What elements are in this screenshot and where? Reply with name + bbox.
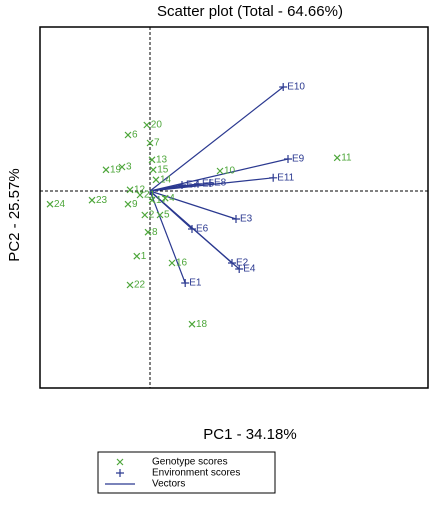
point-label: 16 — [176, 258, 188, 269]
point-label: 24 — [54, 199, 66, 210]
vector — [149, 158, 289, 192]
vector — [149, 190, 237, 220]
genotype-point — [102, 166, 110, 174]
point-label: 3 — [126, 162, 132, 173]
genotype-point — [143, 121, 151, 129]
legend-label: Vectors — [152, 479, 185, 490]
genotype-point — [124, 200, 132, 208]
environment-point — [194, 179, 202, 188]
point-label: 10 — [224, 166, 236, 177]
point-label: 22 — [134, 280, 146, 291]
genotype-point — [46, 200, 54, 208]
genotype-point — [126, 186, 134, 194]
environment-point — [232, 215, 240, 223]
point-label: E10 — [287, 82, 305, 93]
x-axis-label: PC1 - 34.18% — [203, 426, 296, 443]
genotype-point — [144, 228, 152, 236]
y-axis-label: PC2 - 25.57% — [6, 168, 23, 261]
genotype-point — [133, 252, 141, 260]
point-label: 9 — [132, 199, 138, 210]
point-label: 11 — [341, 152, 352, 163]
genotype-point — [148, 196, 156, 204]
environment-point — [178, 181, 186, 189]
point-label: E4 — [243, 264, 256, 275]
environment-point — [181, 279, 190, 287]
point-label: 1 — [141, 251, 147, 262]
genotype-point — [188, 320, 196, 328]
point-label: 21 — [144, 190, 156, 201]
point-label: 8 — [152, 227, 158, 238]
point-label: 15 — [157, 164, 169, 175]
point-label: E6 — [196, 224, 209, 235]
legend-label: Genotype scores — [152, 457, 228, 468]
point-label: 19 — [110, 164, 122, 175]
genotype-point — [216, 167, 224, 175]
point-label: 13 — [156, 154, 168, 165]
genotype-point — [124, 131, 132, 139]
point-label: 23 — [96, 195, 108, 206]
point-label: E5 — [202, 178, 215, 189]
point-label: E3 — [240, 214, 253, 225]
genotype-point — [333, 154, 341, 162]
environment-point — [188, 225, 196, 233]
chart-title: Scatter plot (Total - 64.66%) — [157, 3, 343, 20]
point-label: E8 — [214, 178, 227, 189]
point-label: 7 — [154, 138, 160, 149]
vector — [149, 86, 284, 192]
plot-frame — [39, 26, 429, 389]
point-label: 18 — [196, 319, 208, 330]
environment-point — [206, 179, 214, 187]
environment-point — [284, 155, 292, 163]
vector — [149, 190, 240, 270]
genotype-point — [161, 194, 169, 202]
point-label: E7 — [186, 180, 199, 191]
genotype-point — [118, 163, 126, 171]
point-label: 5 — [164, 210, 170, 221]
point-label: E1 — [189, 278, 202, 289]
point-label: E2 — [236, 258, 249, 269]
environment-point — [269, 173, 278, 182]
genotype-point — [116, 458, 124, 466]
genotype-point — [141, 211, 149, 219]
genotype-point — [136, 191, 144, 199]
point-label: 20 — [151, 120, 163, 131]
vector — [149, 190, 186, 284]
genotype-point — [152, 176, 160, 184]
genotype-point — [168, 259, 176, 267]
legend-box — [97, 451, 276, 494]
genotype-point — [156, 211, 164, 219]
genotype-point — [149, 166, 157, 174]
environment-point — [235, 265, 244, 273]
genotype-point — [148, 156, 156, 164]
genotype-point — [146, 139, 154, 147]
point-label: 14 — [160, 174, 172, 185]
legend-label: Environment scores — [152, 468, 240, 479]
environment-point — [228, 259, 236, 267]
environment-point — [116, 469, 124, 477]
genotype-point — [88, 196, 96, 204]
environment-point — [279, 83, 288, 91]
point-label: 6 — [132, 130, 138, 141]
point-label: 4 — [169, 193, 175, 204]
point-label: 17 — [156, 195, 168, 206]
genotype-point — [126, 281, 134, 289]
point-label: 12 — [134, 184, 146, 195]
point-label: 2 — [149, 210, 155, 221]
point-label: E9 — [292, 154, 305, 165]
point-label: E11 — [277, 172, 294, 183]
